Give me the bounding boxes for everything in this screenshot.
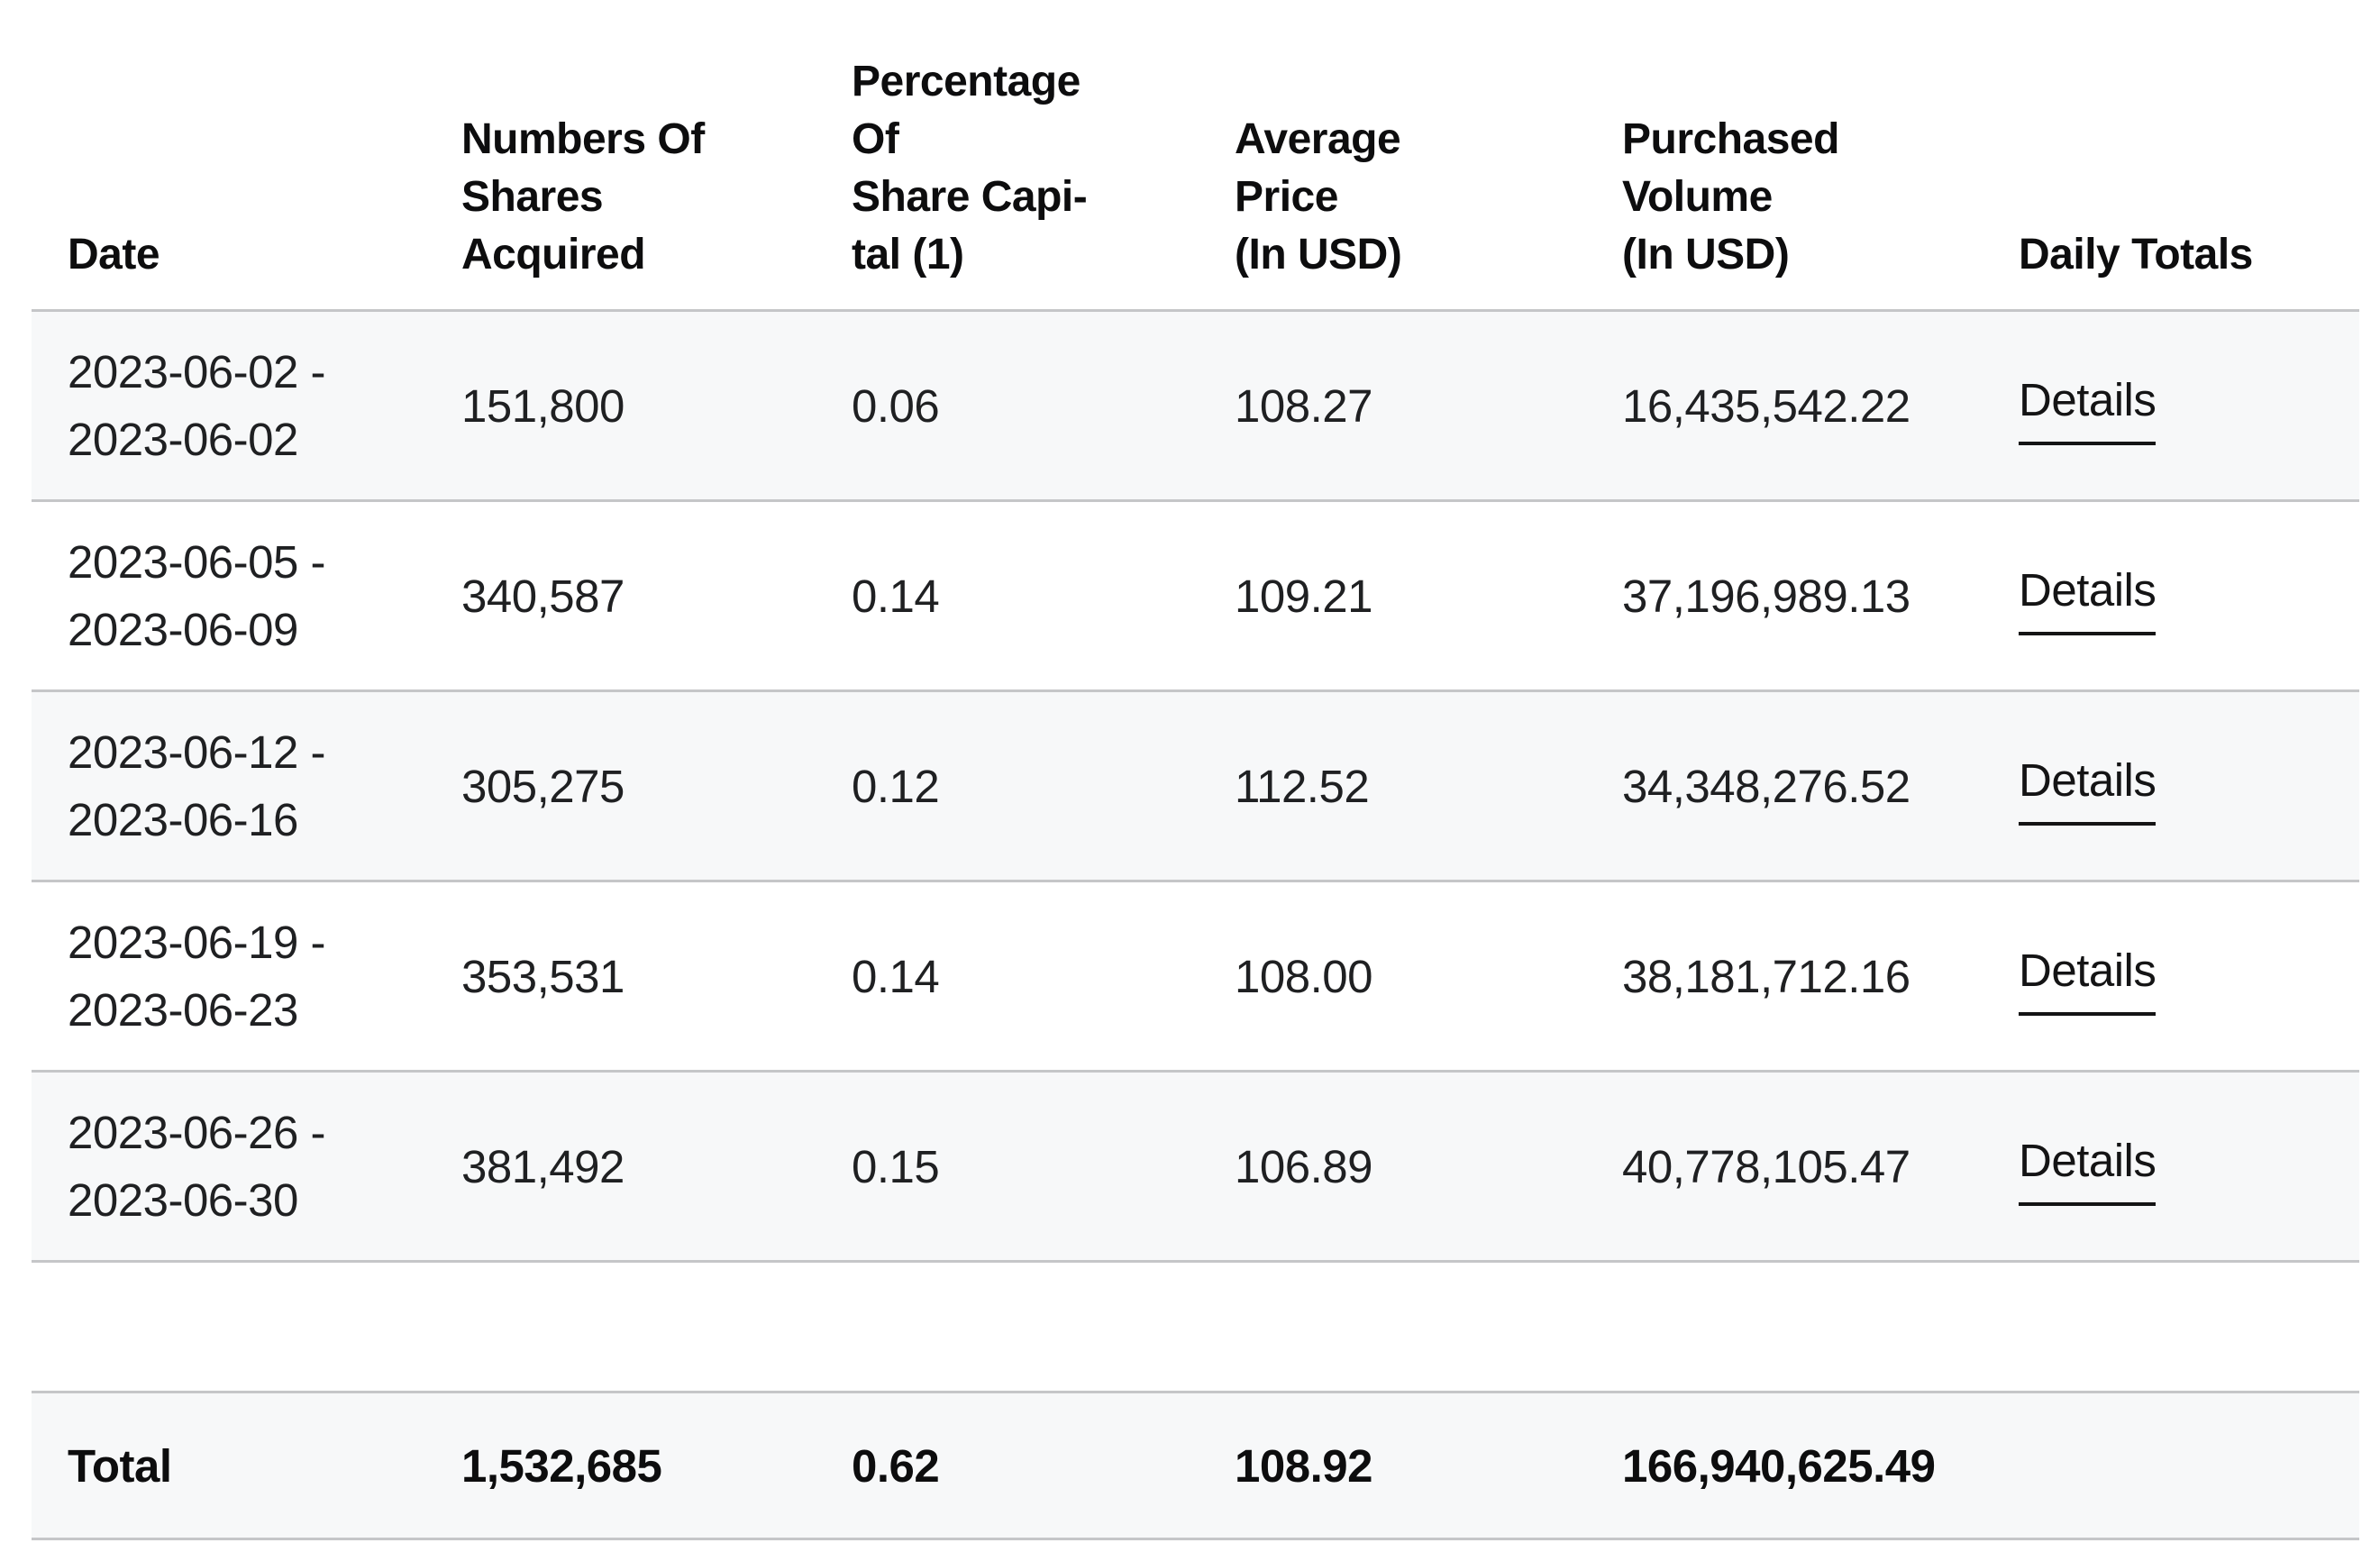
table-row: 2023-06-05 - 2023-06-09 340,587 0.14 109… <box>32 499 2359 689</box>
total-label: Total <box>68 1439 172 1492</box>
shares-cell: 305,275 <box>461 760 625 812</box>
column-header-percentage-share-capital: Percentage Of Share Capi- tal (1) <box>852 58 1088 278</box>
purchased-volume-cell: 16,435,542.22 <box>1622 379 1910 432</box>
purchased-volume-cell: 38,181,712.16 <box>1622 950 1910 1002</box>
shares-cell: 340,587 <box>461 570 625 622</box>
table-body: 2023-06-02 - 2023-06-02 151,800 0.06 108… <box>32 309 2359 1263</box>
percentage-cell: 0.06 <box>852 379 940 432</box>
table-row: 2023-06-02 - 2023-06-02 151,800 0.06 108… <box>32 309 2359 499</box>
average-price-cell: 112.52 <box>1235 760 1370 812</box>
purchased-volume-cell: 37,196,989.13 <box>1622 570 1910 622</box>
details-link[interactable]: Details <box>2019 556 2157 635</box>
purchased-volume-cell: 40,778,105.47 <box>1622 1140 1910 1192</box>
percentage-cell: 0.14 <box>852 950 940 1002</box>
date-cell: 2023-06-05 - 2023-06-09 <box>68 536 326 655</box>
average-price-cell: 108.00 <box>1235 950 1373 1002</box>
shares-cell: 353,531 <box>461 950 625 1002</box>
details-link[interactable]: Details <box>2019 366 2157 445</box>
date-cell: 2023-06-19 - 2023-06-23 <box>68 917 326 1036</box>
column-header-date: Date <box>68 231 160 278</box>
details-link[interactable]: Details <box>2019 936 2157 1016</box>
column-header-shares-acquired: Numbers Of Shares Acquired <box>461 115 705 278</box>
daily-totals-cell: Details <box>2019 1127 2359 1206</box>
table-row: 2023-06-19 - 2023-06-23 353,531 0.14 108… <box>32 880 2359 1070</box>
total-shares: 1,532,685 <box>461 1439 662 1492</box>
date-cell: 2023-06-02 - 2023-06-02 <box>68 346 326 465</box>
column-header-purchased-volume: Purchased Volume (In USD) <box>1622 115 1839 278</box>
details-link[interactable]: Details <box>2019 746 2157 826</box>
average-price-cell: 106.89 <box>1235 1140 1373 1192</box>
total-purchased-volume: 166,940,625.49 <box>1622 1439 1936 1492</box>
percentage-cell: 0.12 <box>852 760 940 812</box>
table-row: 2023-06-12 - 2023-06-16 305,275 0.12 112… <box>32 689 2359 880</box>
purchased-volume-cell: 34,348,276.52 <box>1622 760 1910 812</box>
percentage-cell: 0.15 <box>852 1140 940 1192</box>
average-price-cell: 108.27 <box>1235 379 1373 432</box>
total-row: Total 1,532,685 0.62 108.92 166,940,625.… <box>32 1391 2359 1540</box>
daily-totals-cell: Details <box>2019 746 2359 826</box>
average-price-cell: 109.21 <box>1235 570 1373 622</box>
date-cell: 2023-06-12 - 2023-06-16 <box>68 726 326 845</box>
total-percentage: 0.62 <box>852 1439 940 1492</box>
daily-totals-cell: Details <box>2019 366 2359 445</box>
daily-totals-cell: Details <box>2019 936 2359 1016</box>
shares-cell: 381,492 <box>461 1140 625 1192</box>
table-row: 2023-06-26 - 2023-06-30 381,492 0.15 106… <box>32 1070 2359 1260</box>
total-average-price: 108.92 <box>1235 1439 1373 1492</box>
daily-totals-cell: Details <box>2019 556 2359 635</box>
details-link[interactable]: Details <box>2019 1127 2157 1206</box>
date-cell: 2023-06-26 - 2023-06-30 <box>68 1107 326 1226</box>
shares-cell: 151,800 <box>461 379 625 432</box>
table-header-row: Date Numbers Of Shares Acquired Percenta… <box>32 0 2359 309</box>
column-header-average-price: Average Price (In USD) <box>1235 115 1402 278</box>
table-footer-gap <box>32 1263 2359 1391</box>
percentage-cell: 0.14 <box>852 570 940 622</box>
column-header-daily-totals: Daily Totals <box>2019 231 2253 278</box>
share-buyback-table: Date Numbers Of Shares Acquired Percenta… <box>32 0 2359 1540</box>
